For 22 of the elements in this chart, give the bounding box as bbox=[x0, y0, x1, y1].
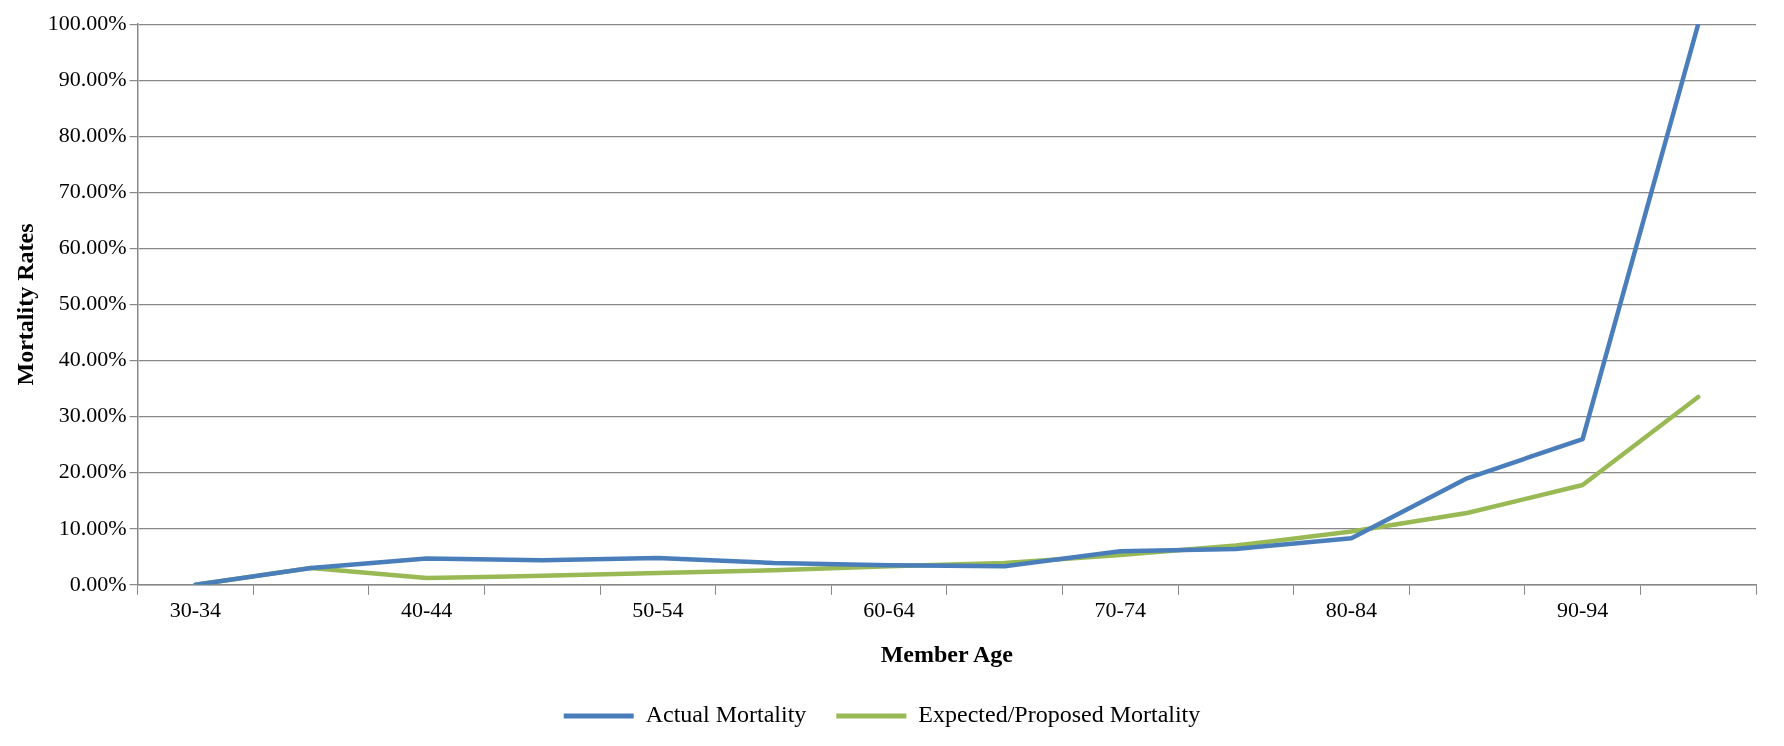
x-tick-label: 70-74 bbox=[1094, 596, 1146, 622]
y-tick-label: 80.00% bbox=[58, 122, 127, 148]
y-tick-label: 0.00% bbox=[69, 570, 127, 596]
y-tick-label: 10.00% bbox=[58, 514, 127, 540]
x-tick-label: 80-84 bbox=[1325, 596, 1378, 622]
x-tick-label: 90-94 bbox=[1556, 596, 1609, 622]
y-tick-label: 20.00% bbox=[58, 458, 127, 484]
y-tick-label: 100.00% bbox=[47, 9, 127, 35]
y-tick-label: 30.00% bbox=[58, 402, 127, 428]
y-tick-label: 70.00% bbox=[58, 178, 127, 204]
x-tick-label: 60-64 bbox=[863, 596, 915, 622]
x-axis-title: Member Age bbox=[880, 640, 1014, 667]
y-tick-label: 50.00% bbox=[58, 290, 127, 316]
x-tick-label: 30-34 bbox=[169, 596, 222, 622]
y-axis-title: Mortality Rates bbox=[11, 223, 38, 386]
x-tick-label: 40-44 bbox=[400, 596, 453, 622]
y-tick-label: 60.00% bbox=[58, 234, 127, 260]
x-tick-label: 50-54 bbox=[632, 596, 684, 622]
legend-label: Expected/Proposed Mortality bbox=[918, 701, 1201, 728]
y-tick-label: 90.00% bbox=[58, 66, 127, 92]
legend-label: Actual Mortality bbox=[645, 701, 807, 728]
y-tick-label: 40.00% bbox=[58, 346, 127, 372]
